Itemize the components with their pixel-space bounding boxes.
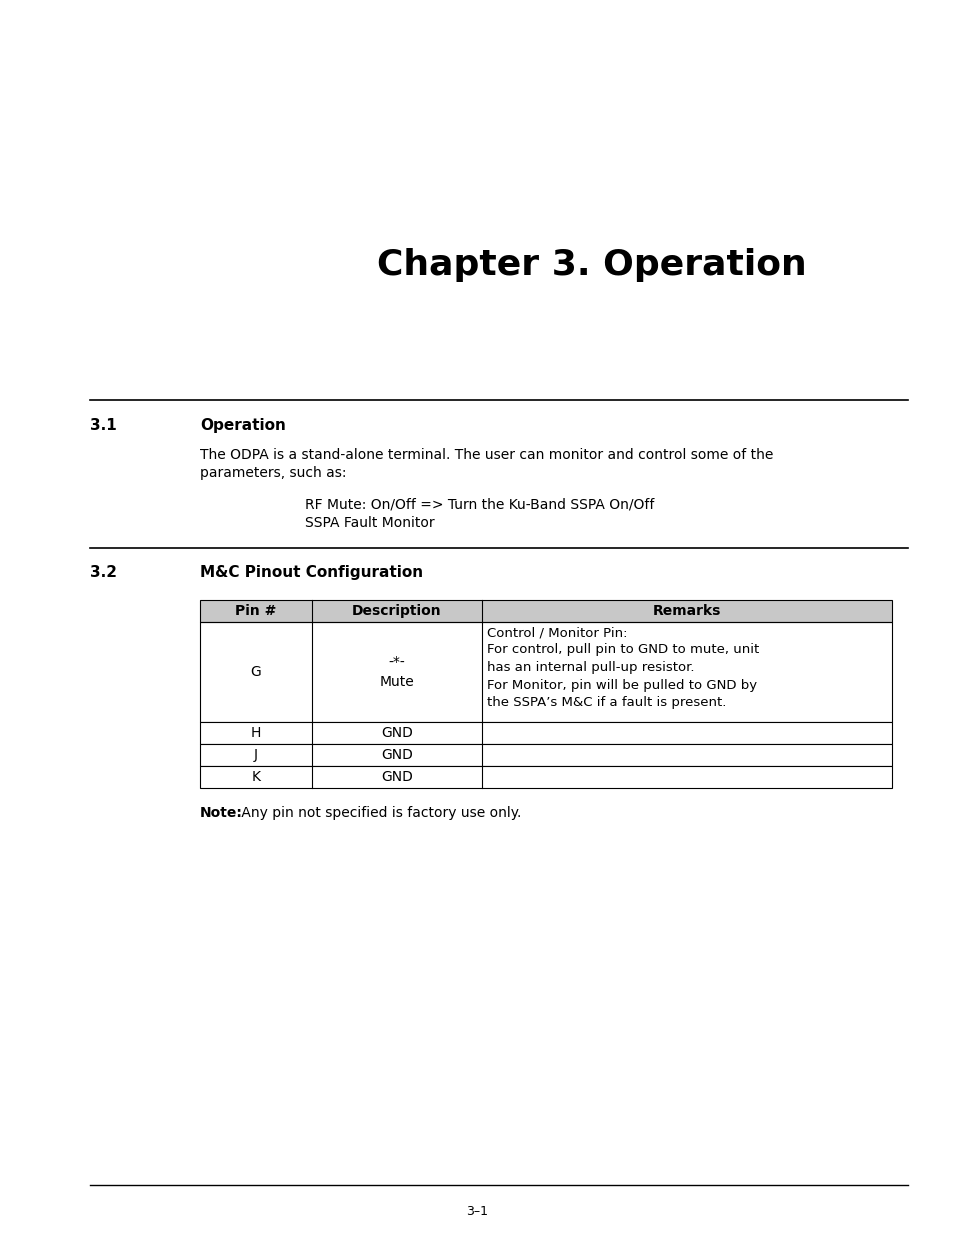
Text: Any pin not specified is factory use only.: Any pin not specified is factory use onl… [236, 806, 521, 820]
Text: H: H [251, 726, 261, 740]
Text: G: G [251, 664, 261, 679]
Bar [200, 600, 891, 622]
Text: J: J [253, 748, 257, 762]
Text: Operation: Operation [200, 417, 286, 433]
Text: GND: GND [380, 769, 413, 784]
Text: Remarks: Remarks [652, 604, 720, 618]
Bar [200, 722, 891, 743]
Text: Chapter 3. Operation: Chapter 3. Operation [376, 248, 806, 282]
Text: GND: GND [380, 748, 413, 762]
Bar [200, 622, 891, 722]
Text: 3.2: 3.2 [90, 564, 117, 580]
Text: parameters, such as:: parameters, such as: [200, 466, 346, 480]
Bar [200, 600, 891, 622]
Text: SSPA Fault Monitor: SSPA Fault Monitor [305, 516, 435, 530]
Text: 3–1: 3–1 [465, 1205, 488, 1218]
Bar [200, 743, 891, 766]
Text: K: K [252, 769, 260, 784]
Text: Pin #: Pin # [235, 604, 276, 618]
Text: Description: Description [352, 604, 441, 618]
Text: M&C Pinout Configuration: M&C Pinout Configuration [200, 564, 423, 580]
Bar [200, 766, 891, 788]
Text: Note:: Note: [200, 806, 243, 820]
Text: The ODPA is a stand-alone terminal. The user can monitor and control some of the: The ODPA is a stand-alone terminal. The … [200, 448, 773, 462]
Text: Control / Monitor Pin:
For control, pull pin to GND to mute, unit
has an interna: Control / Monitor Pin: For control, pull… [486, 626, 759, 709]
Text: GND: GND [380, 726, 413, 740]
Text: RF Mute: On/Off => Turn the Ku-Band SSPA On/Off: RF Mute: On/Off => Turn the Ku-Band SSPA… [305, 498, 654, 513]
Text: -*-
Mute: -*- Mute [379, 655, 414, 689]
Text: 3.1: 3.1 [90, 417, 116, 433]
